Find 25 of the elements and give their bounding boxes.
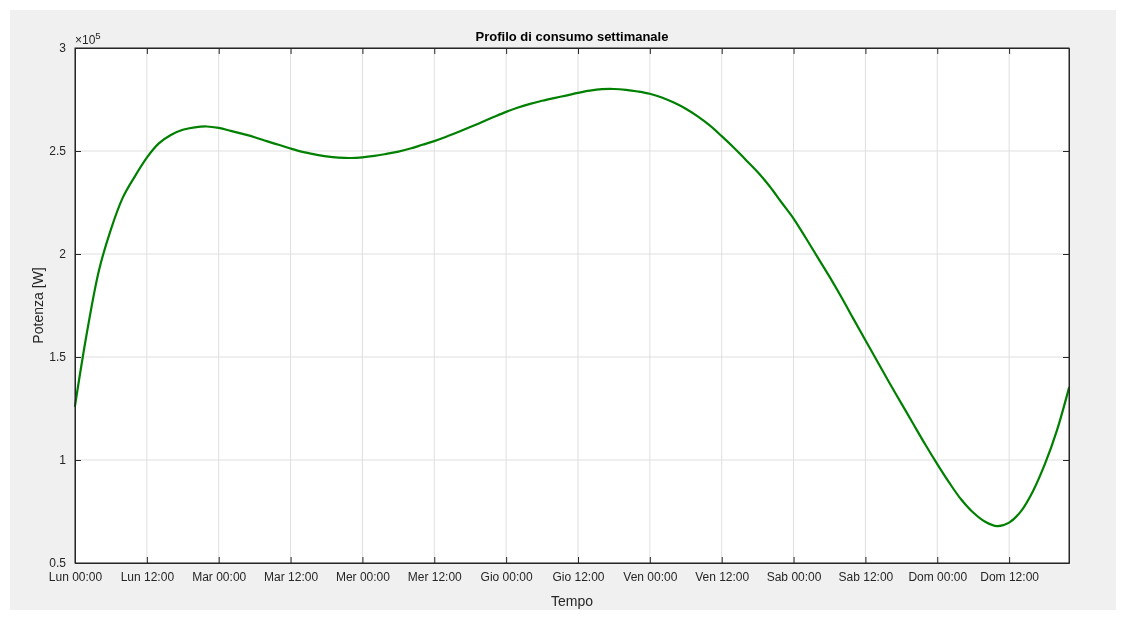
chart-title: Profilo di consumo settimanale <box>475 29 669 44</box>
x-tick-label: Sab 00:00 <box>766 569 822 584</box>
y-tick-label: 2.5 <box>49 144 67 159</box>
x-tick-label: Gio 12:00 <box>552 569 605 584</box>
text: ×10$^{5}$ <box>75 29 101 47</box>
x-tick-label: Ven 00:00 <box>623 569 678 584</box>
x-tick-label: Dom 12:00 <box>980 569 1040 584</box>
x-tick-label: Lun 12:00 <box>120 569 175 584</box>
x-axis-title: Tempo <box>550 593 594 609</box>
x-tick-label: Mar 00:00 <box>192 569 247 584</box>
line-series <box>73 87 1071 528</box>
x-tick-label: Mar 12:00 <box>264 569 319 584</box>
y-tick-label: 1 <box>59 453 67 468</box>
y-axis-title: Potenza [W] <box>30 267 46 344</box>
y-tick-label: 0.5 <box>49 556 67 571</box>
x-tick-label: Mer 00:00 <box>335 569 391 584</box>
y-tick-label: 1.5 <box>49 350 67 365</box>
x-tick-label: Mer 12:00 <box>407 569 463 584</box>
x-tick-label: Gio 00:00 <box>480 569 533 584</box>
y-tick-label: 2 <box>59 247 67 262</box>
y-tick-label: 3 <box>59 41 67 56</box>
x-tick-label: Sab 12:00 <box>838 569 894 584</box>
x-tick-label: Ven 12:00 <box>695 569 750 584</box>
x-tick-label: Dom 00:00 <box>908 569 968 584</box>
x-tick-label: Lun 00:00 <box>48 569 103 584</box>
